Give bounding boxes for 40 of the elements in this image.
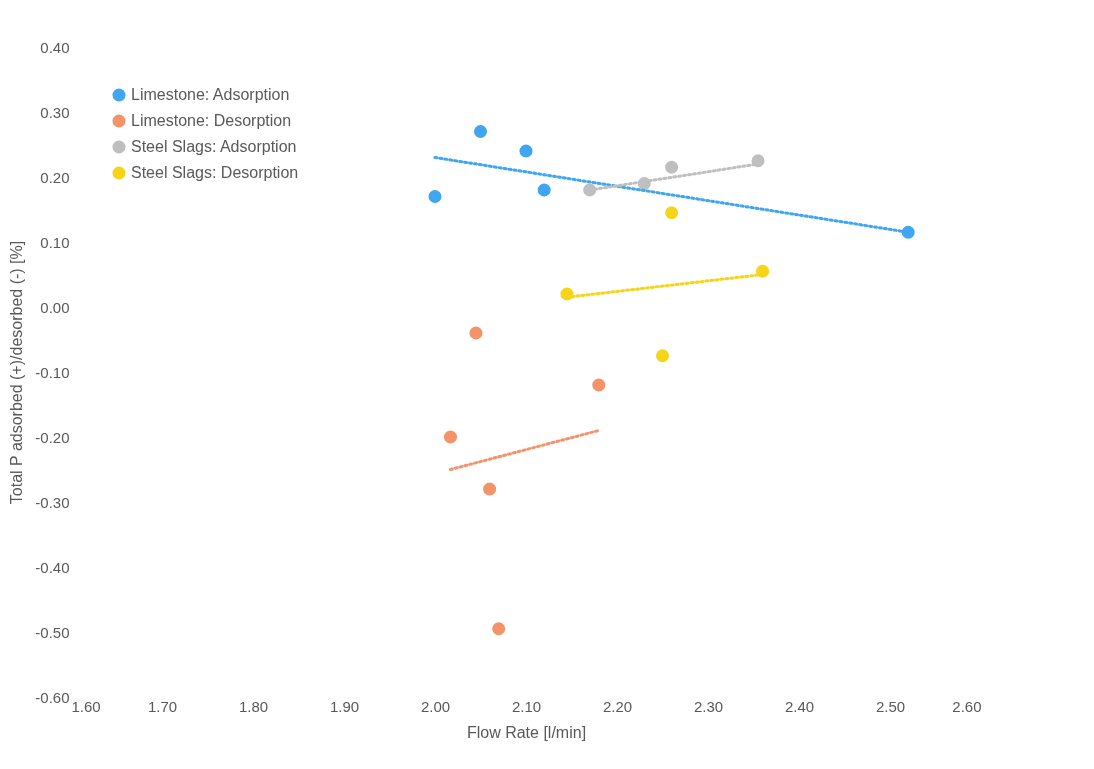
point — [537, 183, 551, 197]
x-tick-label: 1.60 — [71, 697, 101, 715]
y-tick-label: 0.10 — [40, 233, 70, 251]
y-tick-label: -0.30 — [35, 493, 70, 511]
y-tick-label: -0.10 — [35, 363, 70, 381]
x-tick-label: 2.00 — [420, 697, 451, 715]
point — [655, 349, 670, 363]
point — [473, 124, 488, 139]
legend-label: Steel Slags: Desorption — [131, 164, 299, 181]
legend-label: Steel Slags: Adsorption — [131, 138, 297, 155]
x-tick-label: 2.60 — [952, 697, 982, 715]
y-tick-label: 0.30 — [40, 103, 70, 121]
x-tick-label: 1.70 — [147, 697, 178, 715]
x-tick-label: 2.40 — [784, 697, 815, 715]
y-tick-label: 0.40 — [40, 38, 70, 56]
y-tick-label: -0.20 — [35, 428, 70, 446]
legend-label: Limestone: Desorption — [131, 112, 292, 129]
point — [492, 622, 506, 636]
point — [519, 144, 533, 158]
x-tick-label: 2.10 — [511, 697, 542, 715]
y-tick-label: -0.60 — [35, 688, 70, 706]
x-tick-label: 1.80 — [238, 697, 269, 715]
point — [483, 482, 497, 496]
y-tick-label: -0.40 — [35, 558, 70, 576]
y-tick-label: -0.50 — [35, 623, 70, 641]
x-tick-label: 2.30 — [693, 697, 724, 715]
legend-label: Limestone: Adsorption — [131, 86, 290, 103]
y-tick-label: 0.20 — [40, 168, 70, 186]
point — [592, 378, 606, 392]
point — [665, 160, 679, 174]
point — [428, 189, 442, 204]
x-tick-label: 2.50 — [875, 697, 906, 715]
x-tick-label: 2.20 — [602, 697, 633, 715]
point — [469, 326, 483, 340]
point — [443, 430, 457, 444]
x-tick-label: 1.90 — [329, 697, 360, 715]
point — [665, 206, 679, 220]
y-tick-label: 0.00 — [40, 298, 70, 316]
y-axis-title: Total P adsorbed (+)/desorbed (-) [%] — [8, 240, 26, 505]
x-axis-title: Flow Rate [l/min] — [466, 723, 587, 741]
